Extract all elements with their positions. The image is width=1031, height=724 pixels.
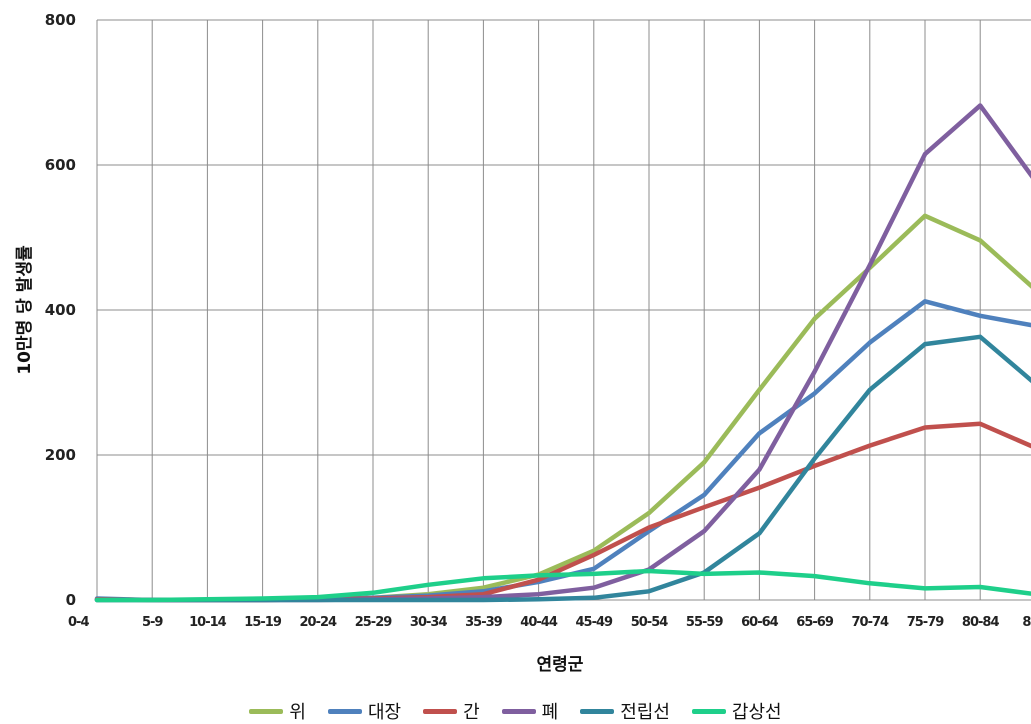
series-line-전립선 (94, 334, 1031, 603)
legend-item: 갑상선 (691, 698, 782, 724)
legend-label: 대장 (367, 702, 402, 723)
y-tick-label: 600 (45, 156, 76, 174)
legend-item: 전립선 (580, 698, 670, 724)
legend-label: 간 (463, 702, 480, 723)
x-tick-label: 45-49 (576, 615, 614, 630)
legend-item: 폐 (501, 698, 559, 724)
x-tick-label: 25-29 (355, 615, 393, 630)
x-tick-label: 15-19 (244, 615, 282, 630)
y-tick-label: 400 (45, 301, 76, 319)
legend-label: 갑상선 (731, 702, 782, 723)
x-tick-label: 70-74 (852, 615, 890, 630)
legend-swatch (327, 708, 362, 714)
y-tick-labels: 0 200 400 600 800 (45, 11, 76, 609)
x-tick-label: 85+ (1022, 615, 1031, 630)
series-line-대장 (94, 299, 1031, 603)
x-axis-label: 연령군 (537, 654, 584, 675)
x-tick-label: 5-9 (142, 615, 163, 630)
x-tick-label: 20-24 (300, 615, 338, 630)
legend-label: 위 (289, 702, 306, 723)
x-tick-labels: 0-4 5-9 10-14 15-19 20-24 25-29 30-34 35-39 40-4… (68, 615, 1031, 630)
gridlines (96, 19, 1031, 601)
x-tick-label: 0-4 (68, 615, 89, 630)
legend-item: 대장 (327, 698, 402, 724)
y-tick-label: 0 (66, 591, 76, 609)
y-tick-label: 200 (45, 446, 76, 464)
x-tick-label: 65-69 (796, 615, 834, 630)
x-tick-label: 10-14 (189, 615, 227, 630)
x-tick-label: 75-79 (907, 615, 945, 630)
x-tick-label: 60-64 (741, 615, 779, 630)
x-tick-label: 35-39 (465, 615, 503, 630)
series-line-폐 (94, 103, 1031, 603)
legend-item: 간 (423, 698, 480, 724)
legend-label: 폐 (541, 702, 559, 723)
series-line-갑상선 (94, 568, 1031, 603)
x-tick-label: 50-54 (631, 615, 669, 630)
legend-swatch (423, 708, 458, 714)
series-lines (94, 103, 1031, 603)
legend-swatch (501, 708, 536, 714)
series-line-위 (94, 213, 1031, 603)
legend-swatch (580, 708, 615, 714)
x-tick-label: 30-34 (410, 615, 448, 630)
legend-label: 전립선 (620, 702, 670, 723)
legend-swatch (691, 708, 726, 714)
legend-item: 위 (249, 698, 306, 724)
x-tick-label: 40-44 (520, 615, 558, 630)
y-axis-label: 10만명 당 발생률 (15, 245, 35, 375)
y-tick-label: 800 (45, 11, 76, 29)
legend: 위 대장 간 폐 전립선 갑상선 (0, 698, 1031, 724)
x-tick-label: 80-84 (962, 615, 1000, 630)
legend-swatch (249, 708, 284, 714)
x-tick-label: 55-59 (686, 615, 724, 630)
